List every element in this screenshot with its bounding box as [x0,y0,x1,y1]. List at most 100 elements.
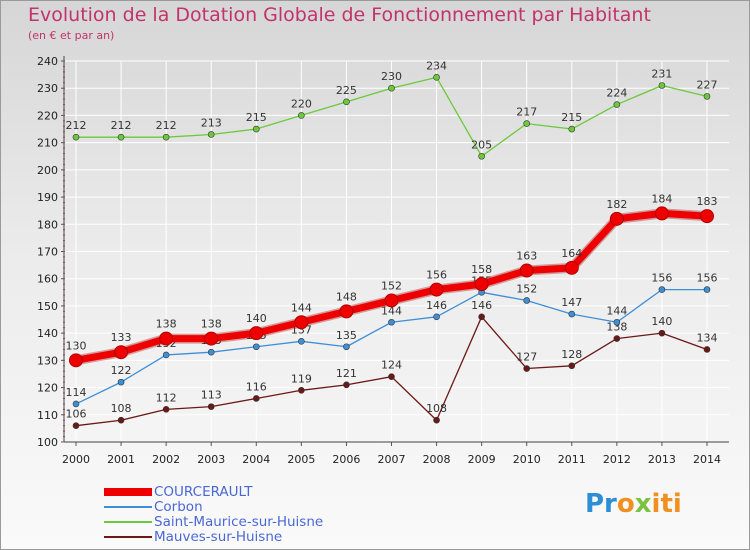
data-label: 224 [606,87,627,100]
data-label: 144 [291,301,312,314]
data-point [343,98,350,106]
data-point [613,101,621,108]
data-point [207,348,215,356]
data-point [658,329,666,337]
x-tick-label: 2002 [152,453,180,466]
data-point [204,331,219,346]
data-point [159,331,174,346]
data-point [478,152,485,160]
data-point [658,82,666,89]
data-point [433,416,440,424]
data-label: 212 [156,119,177,132]
legend-swatch [104,536,152,538]
data-point [564,260,579,275]
chart-subtitle: (en € et par an) [28,29,115,42]
data-label: 212 [66,119,87,132]
data-point [568,310,576,318]
legend-label: Corbon [154,499,203,515]
x-tick-label: 2003 [197,453,225,466]
x-tick-label: 2013 [648,453,676,466]
legend-label: COURCERAULT [154,484,253,500]
data-point [252,125,260,133]
data-point [388,318,395,326]
data-point [207,403,215,410]
x-tick-label: 2000 [62,453,90,466]
data-label: 152 [516,282,537,295]
x-tick-label: 2011 [558,453,586,466]
data-label: 227 [697,78,718,91]
data-label: 156 [651,272,672,285]
x-tick-label: 2008 [423,453,451,466]
data-label: 121 [336,367,357,380]
data-point [703,346,711,353]
legend-swatch [104,521,152,523]
data-point [658,286,666,293]
proxiti-logo: Proxiti [585,489,682,519]
data-label: 122 [111,364,132,377]
data-point [69,353,83,368]
data-point [117,378,125,386]
data-label: 156 [697,272,718,285]
data-label: 124 [381,359,402,372]
data-label: 182 [606,198,627,211]
data-label: 135 [336,329,357,342]
x-tick-label: 2004 [242,453,270,466]
data-point [298,112,305,119]
data-point [72,422,80,429]
y-tick-label: 230 [37,82,58,95]
data-point [429,282,444,297]
y-tick-label: 210 [37,137,58,150]
x-tick-label: 2009 [468,453,496,466]
data-label: 108 [111,402,132,415]
y-tick-label: 100 [37,436,58,449]
data-point [162,406,170,413]
data-label: 127 [516,351,537,364]
logo-part-4: iti [651,489,682,519]
data-point [523,297,531,304]
data-point [478,313,485,321]
data-point [207,131,215,138]
data-point [523,120,531,127]
data-label: 215 [561,111,582,124]
data-point [433,74,440,81]
data-point [654,206,669,221]
data-point [114,345,129,360]
data-point [162,133,170,141]
data-label: 215 [246,111,267,124]
data-label: 148 [336,290,357,303]
data-label: 140 [246,312,267,325]
data-point [384,293,399,308]
data-point [249,326,264,341]
x-tick-label: 2001 [107,453,135,466]
data-label: 220 [291,97,312,110]
data-point [117,133,125,141]
data-point [703,93,711,100]
data-point [700,209,714,224]
data-label: 205 [471,138,492,151]
y-tick-label: 240 [37,55,58,68]
x-tick-label: 2006 [332,453,360,466]
data-label: 114 [66,386,87,399]
data-label: 138 [156,318,177,331]
data-point [72,400,80,408]
data-label: 230 [381,70,402,83]
data-label: 156 [426,269,447,282]
y-tick-label: 170 [37,246,58,259]
y-tick-label: 200 [37,164,58,177]
data-label: 184 [651,192,672,205]
data-label: 133 [111,331,132,344]
data-label: 183 [697,195,718,208]
data-label: 138 [606,321,627,334]
data-point [523,365,531,372]
data-point [388,84,395,92]
y-tick-label: 140 [37,327,58,340]
data-point [117,416,125,424]
data-label: 234 [426,59,447,72]
data-point [613,335,621,342]
data-label: 130 [66,339,87,352]
data-point [388,373,395,380]
y-tick-label: 150 [37,300,58,313]
data-point [703,286,711,293]
